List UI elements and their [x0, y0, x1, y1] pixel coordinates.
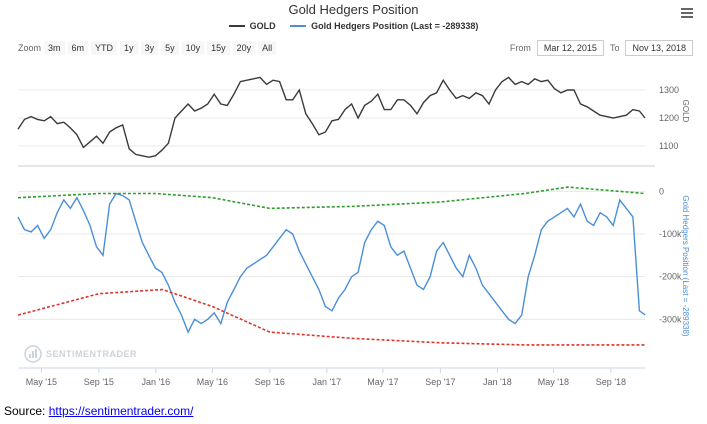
y-axis-label-gold: GOLD — [681, 100, 690, 123]
y-tick-label: 1300 — [659, 85, 679, 95]
zoom-button-all[interactable]: All — [258, 41, 277, 55]
legend: GOLD Gold Hedgers Position (Last = -2893… — [0, 19, 707, 31]
legend-swatch-gold — [228, 25, 245, 27]
zoom-button-3y[interactable]: 3y — [140, 41, 159, 55]
x-tick-label: Jan '17 — [312, 377, 341, 387]
y-axis-label-hedgers: Gold Hedgers Position (Last = -289338) — [681, 195, 690, 337]
x-tick-label: May '18 — [538, 377, 569, 387]
upper-band-line — [17, 288, 645, 346]
y-tick-label: -300k — [659, 314, 682, 324]
watermark-text: SENTIMENTRADER — [46, 349, 138, 359]
zoom-button-1y[interactable]: 1y — [120, 41, 138, 55]
watermark: SENTIMENTRADER — [24, 345, 137, 363]
legend-label-gold: GOLD — [249, 21, 276, 31]
legend-item-hedgers[interactable]: Gold Hedgers Position (Last = -289338) — [290, 21, 478, 31]
zoom-button-6m[interactable]: 6m — [67, 41, 89, 55]
zoom-button-20y[interactable]: 20y — [232, 41, 256, 55]
y-tick-label: 1200 — [659, 113, 679, 123]
zoom-button-15y[interactable]: 15y — [207, 41, 230, 55]
x-tick-label: Sep '15 — [84, 377, 114, 387]
source-line: Source: https://sentimentrader.com/ — [4, 404, 193, 418]
to-date-input[interactable]: Nov 13, 2018 — [625, 40, 693, 56]
to-label: To — [609, 43, 620, 53]
y-tick-label: -100k — [659, 229, 682, 239]
chart-title: Gold Hedgers Position — [288, 2, 419, 17]
zoom-button-ytd[interactable]: YTD — [91, 41, 118, 55]
x-tick-label: Sep '18 — [596, 377, 626, 387]
legend-item-gold[interactable]: GOLD — [228, 21, 276, 31]
x-tick-label: May '16 — [197, 377, 228, 387]
legend-label-hedgers: Gold Hedgers Position (Last = -289338) — [311, 21, 479, 31]
x-tick-label: Sep '17 — [425, 377, 455, 387]
hedgers-position-line — [17, 192, 646, 334]
x-tick-label: Jan '16 — [141, 377, 170, 387]
x-tick-label: Sep '16 — [255, 377, 285, 387]
y-tick-label: 0 — [659, 186, 664, 196]
from-date-input[interactable]: Mar 12, 2015 — [536, 40, 604, 56]
y-tick-label: 1100 — [659, 141, 678, 151]
zoom-button-10y[interactable]: 10y — [181, 41, 205, 55]
zoom-bar: Zoom 3m 6m YTD 1y 3y 5y 10y 15y 20y All — [18, 41, 277, 55]
x-tick-label: May '17 — [367, 377, 398, 387]
context-menu-icon[interactable] — [681, 6, 693, 20]
chart-frame: Gold Hedgers Position GOLD Gold Hedgers … — [0, 2, 707, 387]
source-link[interactable]: https://sentimentrader.com/ — [48, 404, 194, 418]
y-tick-label: -200k — [659, 272, 682, 282]
source-label: Source: — [4, 404, 46, 418]
lower-band-line — [17, 186, 646, 210]
watermark-logo-icon — [24, 345, 42, 363]
date-range: From Mar 12, 2015 To Nov 13, 2018 — [510, 40, 693, 56]
zoom-button-3m[interactable]: 3m — [44, 41, 65, 55]
x-tick-label: Jan '18 — [483, 377, 512, 387]
legend-swatch-hedgers — [290, 25, 307, 27]
zoom-label: Zoom — [18, 43, 42, 53]
zoom-button-5y[interactable]: 5y — [161, 41, 179, 55]
gold-line — [17, 76, 646, 158]
x-tick-label: May '15 — [26, 377, 57, 387]
from-label: From — [509, 43, 531, 53]
